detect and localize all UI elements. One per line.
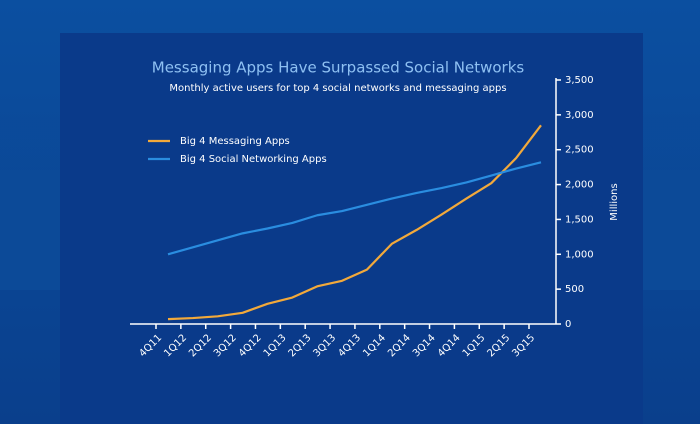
y-tick-label: 1,500 (565, 214, 594, 225)
panel (60, 33, 643, 424)
chart-title: Messaging Apps Have Surpassed Social Net… (152, 59, 525, 77)
y-tick-label: 2,500 (565, 145, 594, 156)
legend-label: Big 4 Messaging Apps (180, 136, 290, 147)
chart-subtitle: Monthly active users for top 4 social ne… (169, 83, 506, 94)
y-tick-label: 1,000 (565, 249, 594, 260)
y-tick-label: 500 (565, 284, 584, 295)
y-axis-label: Millions (609, 183, 620, 220)
series-line (167, 161, 542, 256)
series-line (167, 124, 542, 321)
y-tick-label: 3,000 (565, 110, 594, 121)
legend-label: Big 4 Social Networking Apps (180, 154, 327, 165)
y-tick-label: 0 (565, 319, 571, 330)
y-tick-label: 2,000 (565, 180, 594, 191)
y-tick-label: 3,500 (565, 75, 594, 86)
